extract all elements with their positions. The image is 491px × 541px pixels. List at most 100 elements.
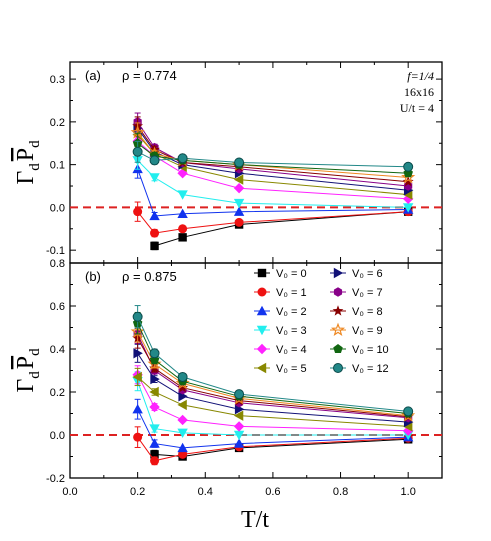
series-10 bbox=[132, 132, 413, 178]
series-line bbox=[137, 436, 409, 462]
y-axis-title: ΓdPd bbox=[13, 140, 43, 185]
data-point bbox=[233, 438, 245, 448]
series-3 bbox=[132, 151, 414, 213]
legend-label: V₀ = 1 bbox=[276, 287, 307, 299]
legend-item: V₀ = 6 bbox=[330, 267, 383, 280]
data-point bbox=[234, 217, 244, 227]
legend-marker bbox=[333, 363, 343, 373]
data-point bbox=[147, 356, 162, 371]
legend-item: V₀ = 8 bbox=[330, 305, 383, 318]
data-point bbox=[132, 404, 143, 414]
legend-marker bbox=[257, 268, 267, 278]
data-point bbox=[150, 373, 160, 385]
data-point bbox=[149, 401, 160, 413]
series-8 bbox=[132, 116, 414, 187]
panel-density: ρ = 0.875 bbox=[122, 269, 177, 284]
panel-note: U/t = 4 bbox=[400, 101, 434, 115]
legend-item: V₀ = 7 bbox=[330, 287, 383, 299]
data-point bbox=[178, 224, 188, 234]
data-point bbox=[233, 430, 245, 441]
legend-item: V₀ = 2 bbox=[254, 305, 307, 318]
data-point bbox=[401, 170, 416, 184]
y-tick-label: 0.4 bbox=[50, 344, 65, 356]
x-axis-title: T/t bbox=[241, 507, 269, 533]
data-point bbox=[132, 311, 143, 322]
data-point bbox=[177, 153, 188, 164]
x-tick-label: 1.0 bbox=[401, 486, 416, 498]
series-9 bbox=[130, 122, 416, 184]
data-point bbox=[177, 208, 188, 219]
legend-label: V₀ = 4 bbox=[276, 344, 307, 356]
data-point bbox=[178, 391, 188, 402]
legend-marker bbox=[256, 362, 267, 374]
data-point bbox=[177, 414, 188, 426]
legend-item: V₀ = 3 bbox=[254, 325, 307, 337]
legend-item: V₀ = 12 bbox=[330, 363, 389, 375]
panel-density: ρ = 0.774 bbox=[122, 68, 177, 83]
series-12 bbox=[132, 140, 414, 172]
data-point bbox=[234, 389, 245, 400]
data-point bbox=[150, 228, 160, 238]
data-point bbox=[177, 382, 189, 393]
x-tick-label: 0.2 bbox=[130, 486, 145, 498]
data-point bbox=[234, 404, 245, 415]
y-tick-label: 0.2 bbox=[50, 387, 65, 399]
legend-marker bbox=[256, 325, 268, 336]
data-point bbox=[150, 241, 159, 251]
data-point bbox=[149, 210, 160, 221]
data-point bbox=[149, 438, 160, 448]
x-tick-label: 0.8 bbox=[333, 486, 348, 498]
data-point bbox=[133, 207, 143, 217]
data-point bbox=[149, 155, 160, 166]
legend-label: V₀ = 0 bbox=[276, 268, 307, 280]
legend-label: V₀ = 9 bbox=[352, 325, 383, 337]
data-point bbox=[150, 456, 160, 466]
legend-marker bbox=[333, 267, 344, 279]
data-point bbox=[233, 198, 245, 209]
data-point bbox=[149, 424, 160, 434]
data-point bbox=[177, 371, 188, 382]
legend-label: V₀ = 3 bbox=[276, 325, 307, 337]
data-point bbox=[177, 190, 188, 200]
series-line bbox=[137, 134, 409, 196]
series-7 bbox=[133, 112, 413, 191]
legend-item: V₀ = 9 bbox=[330, 322, 383, 337]
data-point bbox=[402, 176, 414, 187]
legend-label: V₀ = 2 bbox=[276, 306, 307, 318]
y-tick-label: 0.0 bbox=[50, 202, 65, 214]
data-point bbox=[233, 410, 244, 421]
y-tick-label: 0.1 bbox=[50, 160, 65, 172]
panel-label: (a) bbox=[85, 68, 101, 83]
legend-label: V₀ = 10 bbox=[352, 344, 389, 356]
y-tick-label: 0.3 bbox=[50, 74, 65, 86]
y-tick-label: 0.0 bbox=[50, 430, 65, 442]
data-point bbox=[403, 406, 414, 417]
y-axis-title: ΓdPd bbox=[13, 348, 43, 393]
data-point bbox=[149, 386, 159, 398]
legend-marker bbox=[256, 305, 268, 316]
y-tick-label: 0.2 bbox=[50, 117, 65, 129]
legend-marker bbox=[332, 305, 344, 316]
x-tick-label: 0.0 bbox=[62, 486, 77, 498]
legend-marker bbox=[333, 344, 343, 354]
data-point bbox=[234, 157, 245, 168]
data-point bbox=[132, 146, 143, 157]
x-tick-label: 0.6 bbox=[265, 486, 280, 498]
series-6 bbox=[133, 119, 414, 196]
y-tick-label: 0.6 bbox=[50, 301, 65, 313]
x-tick-label: 0.4 bbox=[198, 486, 213, 498]
legend-label: V₀ = 12 bbox=[352, 363, 389, 375]
panel-b: -0.2 0.0 0.2 0.4 0.6 0.8 (b) ρ = 0.875 bbox=[46, 258, 443, 485]
panel-note: 16x16 bbox=[404, 85, 434, 99]
panel-label: (b) bbox=[85, 269, 101, 284]
data-point bbox=[233, 421, 245, 432]
y-axis-title-b: ΓdPd bbox=[13, 348, 43, 393]
data-point bbox=[402, 203, 414, 213]
series-4 bbox=[132, 132, 414, 205]
data-point bbox=[233, 182, 245, 194]
data-point bbox=[177, 428, 188, 439]
data-point bbox=[132, 371, 142, 383]
data-point bbox=[149, 348, 160, 359]
series-2 bbox=[132, 159, 414, 221]
